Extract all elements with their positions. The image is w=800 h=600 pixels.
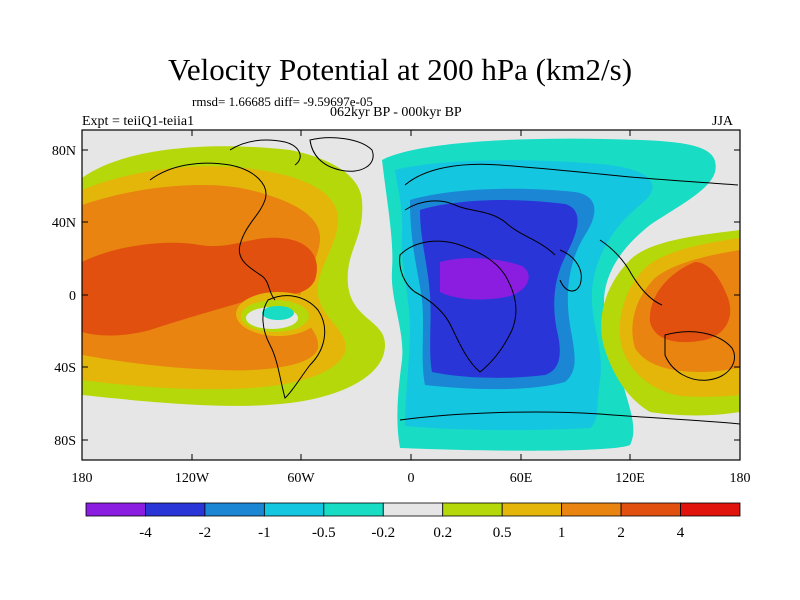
lon-tick-label: 120E bbox=[615, 471, 645, 486]
season-label: JJA bbox=[712, 114, 734, 129]
se-asia-coast bbox=[599, 239, 663, 306]
lon-tick-label: 0 bbox=[408, 471, 415, 486]
colorbar-swatch bbox=[382, 502, 444, 517]
experiment-label: Expt = teiiQ1-teiia1 bbox=[82, 114, 195, 129]
colorbar-label: 0.5 bbox=[493, 525, 512, 541]
coastlines bbox=[149, 137, 740, 425]
colorbar-label: -2 bbox=[199, 525, 212, 541]
antarctica-coast bbox=[399, 411, 740, 425]
eurasia-north-coast bbox=[404, 163, 739, 186]
india-coast bbox=[559, 249, 582, 292]
contour-4-west bbox=[82, 237, 317, 336]
colorbar-swatch bbox=[561, 502, 622, 517]
colorbar-swatch bbox=[85, 502, 146, 517]
colorbar-swatch bbox=[680, 502, 741, 517]
south-america-coast bbox=[262, 295, 326, 399]
colorbar-label: -4 bbox=[139, 525, 152, 541]
colorbar-label: -1 bbox=[258, 525, 271, 541]
colorbar-swatch bbox=[204, 502, 265, 517]
lat-tick-label: 40S bbox=[54, 361, 76, 376]
lat-tick-label: 40N bbox=[52, 216, 76, 231]
stats-label: rmsd= 1.66685 diff= -9.59697e-05 bbox=[192, 94, 373, 109]
greenland-coast bbox=[309, 137, 374, 172]
plot-title: Velocity Potential at 200 hPa (km2/s) bbox=[167, 52, 633, 87]
lon-tick-label: 180 bbox=[730, 471, 751, 486]
colorbar-label: 2 bbox=[617, 525, 625, 541]
contour-field bbox=[82, 130, 740, 460]
colorbar-swatch bbox=[145, 502, 206, 517]
lat-tick-label: 0 bbox=[69, 289, 76, 304]
colorbar-label: 1 bbox=[558, 525, 566, 541]
colorbar-swatch bbox=[263, 502, 325, 517]
eye-neg bbox=[262, 306, 294, 320]
colorbar-label: 0.2 bbox=[433, 525, 452, 541]
colorbar-label: 4 bbox=[677, 525, 685, 541]
arctic-canada-coast bbox=[229, 139, 301, 166]
north-america-coast bbox=[149, 162, 276, 301]
australia-coast bbox=[664, 331, 735, 381]
colorbar-label: -0.2 bbox=[371, 525, 395, 541]
period-label: 062kyr BP - 000kyr BP bbox=[330, 105, 462, 120]
lat-tick-label: 80S bbox=[54, 434, 76, 449]
colorbar-swatch bbox=[501, 502, 563, 517]
colorbar-swatch bbox=[620, 502, 681, 517]
contour-neg4-east bbox=[440, 258, 529, 300]
lat-tick-label: 80N bbox=[52, 144, 76, 159]
mediterranean-coast bbox=[404, 200, 556, 256]
longitude-axis: 180 120W 60W 0 60E 120E 180 bbox=[72, 130, 751, 486]
lon-tick-label: 180 bbox=[72, 471, 93, 486]
lon-tick-label: 60E bbox=[510, 471, 533, 486]
colorbar-swatch bbox=[323, 502, 384, 517]
latitude-axis: 80N 40N 0 40S 80S bbox=[52, 144, 740, 449]
colorbar: -4 -2 -1 -0.5 -0.2 0.2 0.5 1 2 4 bbox=[85, 502, 741, 541]
colorbar-label: -0.5 bbox=[312, 525, 336, 541]
africa-coast bbox=[399, 240, 517, 373]
colorbar-swatch bbox=[442, 502, 503, 517]
lon-tick-label: 120W bbox=[175, 471, 210, 486]
contour-4-east bbox=[649, 262, 731, 343]
lon-tick-label: 60W bbox=[287, 471, 315, 486]
